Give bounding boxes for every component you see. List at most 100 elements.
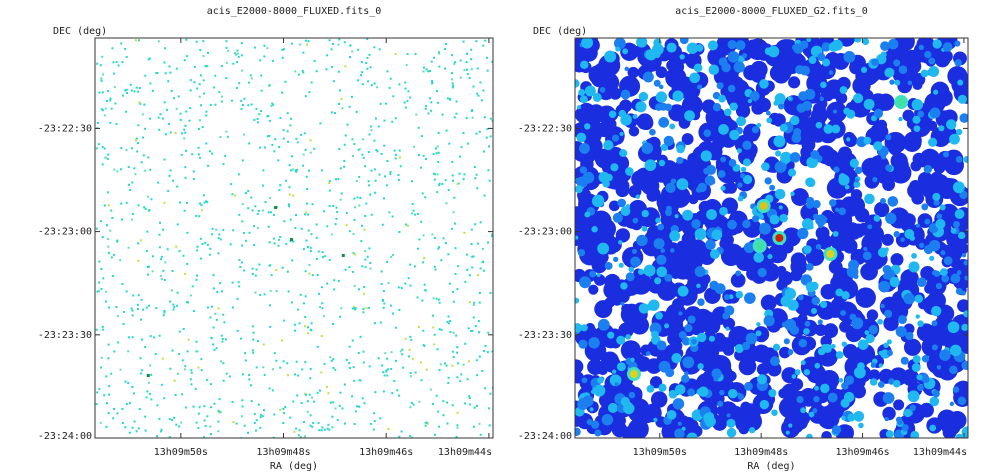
image-pixel <box>282 407 285 410</box>
image-blob <box>823 124 834 134</box>
image-blob <box>742 174 753 185</box>
image-pixel <box>100 356 103 359</box>
image-blob <box>949 401 955 407</box>
image-pixel <box>275 290 278 293</box>
image-pixel <box>455 100 458 103</box>
image-blob <box>630 272 652 295</box>
image-pixel <box>173 379 176 382</box>
y-tick-label: -23:23:00 <box>518 227 572 238</box>
image-pixel <box>95 227 98 230</box>
image-pixel <box>386 368 389 371</box>
image-pixel <box>293 329 296 332</box>
image-blob <box>839 86 848 94</box>
image-pixel <box>112 61 115 64</box>
image-pixel <box>427 70 430 73</box>
image-pixel <box>433 265 436 268</box>
image-pixel <box>298 429 301 432</box>
image-pixel <box>302 71 305 74</box>
image-pixel <box>491 119 493 122</box>
image-pixel <box>433 343 436 346</box>
image-blob <box>957 299 968 313</box>
image-pixel <box>101 236 104 239</box>
image-blob <box>832 109 837 114</box>
image-blob <box>775 150 782 157</box>
image-blob <box>670 59 685 74</box>
image-blob <box>636 234 648 247</box>
image-pixel <box>125 55 128 58</box>
image-pixel <box>328 258 331 261</box>
image-pixel <box>292 194 295 197</box>
image-pixel <box>286 112 289 115</box>
image-pixel <box>333 279 336 282</box>
image-pixel <box>219 238 222 241</box>
image-pixel <box>397 179 400 182</box>
image-blob <box>789 152 801 163</box>
image-pixel <box>139 239 142 242</box>
image-pixel <box>339 315 342 318</box>
image-pixel <box>340 98 343 101</box>
image-blob <box>709 249 720 260</box>
image-blob <box>871 58 879 66</box>
image-pixel <box>230 183 233 186</box>
image-pixel <box>245 239 248 242</box>
image-pixel <box>301 69 304 72</box>
image-blob <box>865 334 875 344</box>
image-blob <box>847 413 856 422</box>
image-pixel <box>183 368 186 371</box>
image-pixel <box>443 362 446 365</box>
image-pixel <box>319 122 322 125</box>
image-blob <box>840 398 850 408</box>
image-pixel <box>486 128 489 131</box>
image-blob <box>735 252 755 272</box>
image-pixel <box>391 120 394 123</box>
image-pixel <box>130 307 133 310</box>
image-blob <box>923 164 933 174</box>
image-pixel <box>315 236 318 239</box>
image-source <box>146 374 150 377</box>
image-blob <box>719 389 725 396</box>
image-blob <box>696 388 704 396</box>
image-pixel <box>187 338 190 341</box>
image-blob <box>929 255 935 261</box>
image-pixel <box>309 414 312 417</box>
image-pixel <box>261 415 264 418</box>
image-pixel <box>253 243 256 246</box>
image-pixel <box>478 331 481 334</box>
image-blob <box>929 107 941 119</box>
image-blob <box>756 363 770 376</box>
image-pixel <box>186 262 189 265</box>
image-blob <box>956 270 962 275</box>
image-pixel <box>195 40 198 43</box>
image-pixel <box>377 125 380 128</box>
image-blob <box>774 188 786 200</box>
image <box>575 38 968 438</box>
image-blob <box>658 383 667 392</box>
image-pixel <box>470 68 473 71</box>
image-pixel <box>384 352 387 355</box>
image-pixel <box>414 371 417 374</box>
image-blob <box>869 378 878 386</box>
image-pixel <box>423 256 426 259</box>
image-pixel <box>369 66 372 69</box>
image-pixel <box>119 368 122 371</box>
image-pixel <box>338 38 341 41</box>
image-pixel <box>295 137 298 140</box>
image-pixel <box>288 193 291 196</box>
image-blob <box>604 50 617 63</box>
image-pixel <box>157 40 160 43</box>
image-pixel <box>317 292 320 295</box>
image-pixel <box>121 61 124 64</box>
image-blob <box>963 156 968 163</box>
image-blob <box>855 287 876 308</box>
image-pixel <box>156 404 159 407</box>
image-pixel <box>255 107 258 110</box>
image-pixel <box>489 135 492 138</box>
image-pixel <box>117 341 120 344</box>
image-blob <box>805 263 814 271</box>
image-pixel <box>219 411 222 414</box>
image-pixel <box>304 39 307 42</box>
image-pixel <box>256 212 259 215</box>
image-blob <box>668 104 686 122</box>
image-pixel <box>172 308 175 311</box>
image-pixel <box>267 211 270 214</box>
